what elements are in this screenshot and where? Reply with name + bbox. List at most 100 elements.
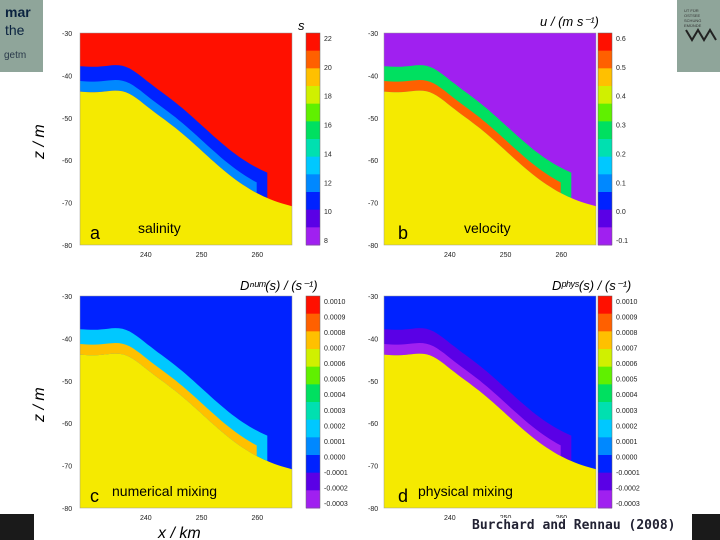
panel-letter: b [398,223,408,243]
colorbar-tick-label: -0.0001 [616,470,640,477]
colorbar-tick-label: -0.0003 [616,501,640,508]
colorbar-tick-label: 22 [324,36,332,43]
citation: Burchard and Rennau (2008) [466,518,682,533]
y-tick-label: -40 [368,336,378,343]
panel-c: -30 -40 -50 -60 -70 -80 240 250 260 c numerical mi… [31,278,348,540]
colorbar-tick-label: 0.3 [616,123,626,130]
y-tick-label: -50 [368,379,378,386]
colorbar-segment [598,313,612,332]
logo-text-line: EMÜNDE [684,23,702,28]
colorbar-segment [598,437,612,456]
x-tick-label: 240 [140,515,152,522]
y-tick-label: -40 [62,336,72,343]
colorbar-frame [597,32,613,246]
colorbar-segment [306,402,320,421]
colorbar-segment [306,419,320,438]
colorbar-segment [598,419,612,438]
plume-core [80,343,257,456]
plot-frame [79,295,293,509]
y-tick-label: -60 [62,158,72,165]
colorbar-segment [598,227,612,246]
colorbar-segment [306,156,320,175]
colorbar-frame [305,295,321,509]
y-tick-label: -30 [368,294,378,301]
colorbar-tick-label: 0.0003 [616,408,638,415]
colorbar-segment [306,349,320,368]
colorbar-tick-label: 0.0003 [324,408,346,415]
colorbar-tick-label: 0.0001 [616,439,638,446]
y-tick-label: -80 [368,243,378,250]
plume-core [80,80,257,193]
colorbar-tick-label: 0.0 [616,209,626,216]
logo-text-line: OSTSEE [684,13,701,18]
colorbar-segment [598,331,612,350]
y-tick-label: -60 [368,421,378,428]
colorbar-tick-label: 0.0009 [324,315,346,322]
colorbar-title: u / (m s⁻¹) [540,14,599,29]
colorbar-segment [306,86,320,105]
y-tick-label: -80 [368,506,378,513]
x-tick-label: 260 [252,515,264,522]
x-tick-label: 240 [444,515,456,522]
colorbar-tick-label: 18 [324,94,332,101]
colorbar-tick-label: -0.0002 [324,485,348,492]
bathymetry [80,353,292,508]
plot-frame [383,32,597,246]
colorbar-segment [598,174,612,193]
logo-text-line: SCHUNG [684,18,702,23]
colorbar-tick-label: 0.6 [616,36,626,43]
colorbar-segment [598,156,612,175]
panel-d: -30-40-50-60-70-80240250260dphysical mix… [368,278,640,522]
bathymetry [384,90,596,245]
colorbar-tick-label: 14 [324,151,332,158]
colorbar-segment [598,86,612,105]
footer-block-right [692,514,720,540]
colorbar-frame [597,295,613,509]
y-tick-label: -50 [368,116,378,123]
panel-letter: a [90,223,101,243]
colorbar-tick-label: 16 [324,123,332,130]
colorbar-segment [306,331,320,350]
panel-label: physical mixing [418,483,513,499]
colorbar-tick-label: -0.0001 [324,470,348,477]
y-tick-label: -30 [62,294,72,301]
colorbar-tick-label: 0.0008 [616,330,638,337]
colorbar-title: Dⁿᵘᵐ(s) / (s⁻¹) [240,278,318,293]
colorbar-tick-label: 12 [324,180,332,187]
colorbar-segment [598,384,612,403]
slide-title-fragment-1: mar [5,4,31,20]
x-tick-label: 240 [140,252,152,259]
y-tick-label: -40 [368,73,378,80]
colorbar-segment [306,103,320,122]
panel-a: -30 -40 -50 -60 -70 -80 240 250 260 a salinity z / … [31,18,332,259]
y-tick-label: -70 [62,201,72,208]
colorbar-tick-label: -0.0003 [324,501,348,508]
y-tick-label: -30 [368,31,378,38]
slide-title-fragment-2: the [5,22,25,38]
panel-label: velocity [464,220,511,236]
colorbar-tick-label: 0.0010 [324,299,346,306]
colorbar-tick-label: 0.0006 [324,361,346,368]
x-tick-label: 260 [556,252,568,259]
colorbar-segment [306,192,320,211]
colorbar-segment [306,472,320,491]
colorbar-tick-label: 0.0004 [324,392,346,399]
y-tick-label: -70 [62,464,72,471]
plume-core [384,80,561,193]
colorbar-tick-label: 20 [324,65,332,72]
panel-label: numerical mixing [112,483,217,499]
bathymetry [80,90,292,245]
colorbar-segment [306,455,320,474]
y-tick-label: -50 [62,116,72,123]
y-tick-label: -70 [368,201,378,208]
colorbar-segment [598,402,612,421]
colorbar-title: s [298,18,305,33]
x-axis-title: x / km [157,525,201,540]
colorbar-segment [306,384,320,403]
colorbar-tick-label: 0.0000 [324,454,346,461]
colorbar-segment [598,490,612,509]
colorbar-segment [598,103,612,122]
colorbar-segment [598,455,612,474]
plume-core [384,343,561,456]
colorbar-tick-label: 0.2 [616,151,626,158]
